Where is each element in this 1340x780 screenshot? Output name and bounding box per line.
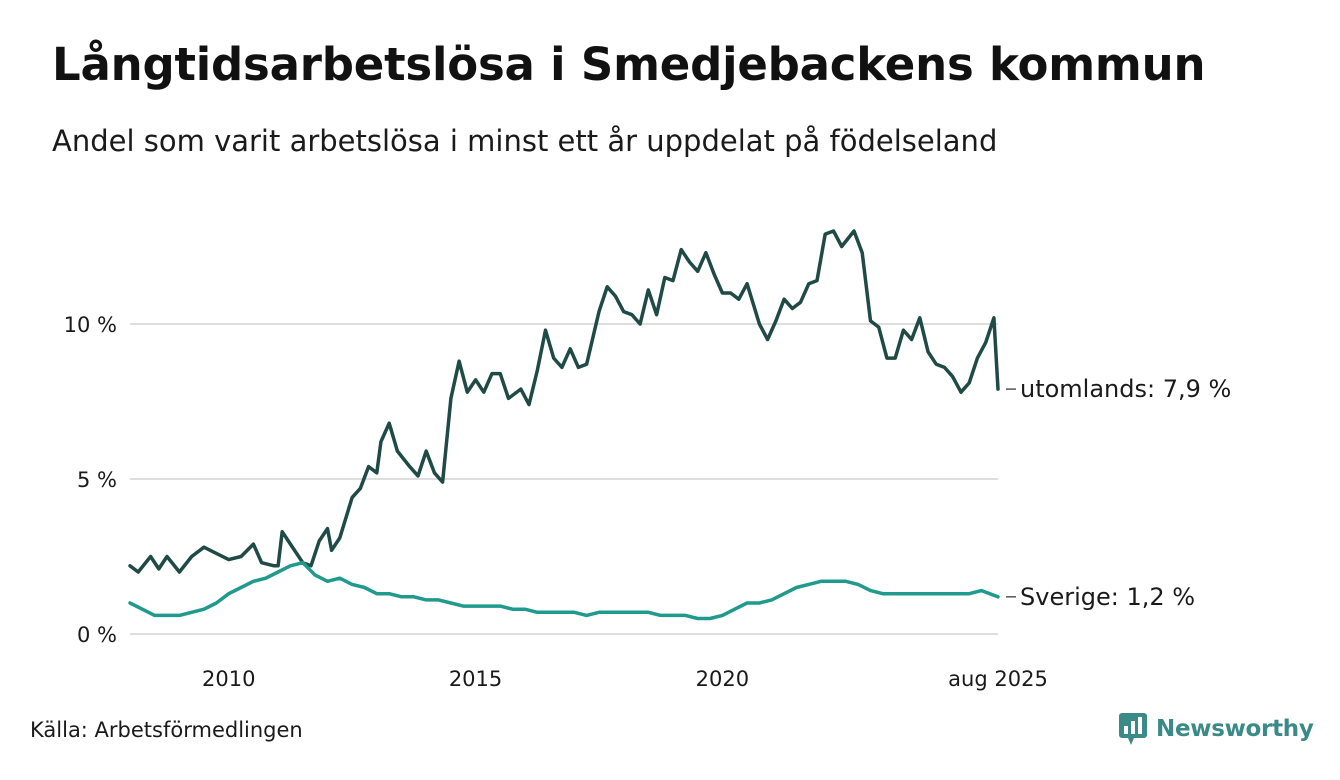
- end-label-utomlands: utomlands: 7,9 %: [1020, 375, 1231, 403]
- chart-title: Långtidsarbetslösa i Smedjebackens kommu…: [52, 38, 1206, 91]
- series-line-utomlands: [128, 229, 1000, 574]
- source-note: Källa: Arbetsförmedlingen: [30, 718, 303, 742]
- chart-subtitle: Andel som varit arbetslösa i minst ett å…: [52, 124, 998, 158]
- end-label-sverige: Sverige: 1,2 %: [1020, 583, 1195, 611]
- x-tick-label: 2020: [696, 667, 749, 691]
- y-tick-label: 5 %: [77, 468, 117, 492]
- y-tick-label: 0 %: [77, 623, 117, 647]
- brand-name: Newsworthy: [1156, 716, 1314, 742]
- newsworthy-logo-icon: [1119, 713, 1147, 745]
- y-tick-label: 10 %: [64, 313, 117, 337]
- series-line-sverige: [128, 560, 1000, 621]
- x-tick-label: 2015: [449, 667, 502, 691]
- x-tick-label: 2010: [202, 667, 255, 691]
- x-tick-label: aug 2025: [948, 667, 1048, 691]
- brand-logo: Newsworthy: [1118, 712, 1314, 746]
